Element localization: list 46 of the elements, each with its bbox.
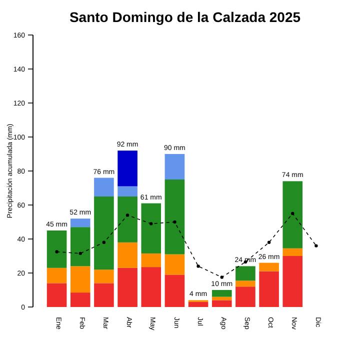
bar: [236, 280, 256, 287]
point: [196, 264, 200, 268]
bar: [282, 181, 303, 248]
bar: [212, 290, 232, 297]
bar: [164, 154, 185, 180]
bar: [70, 218, 90, 228]
bar: [46, 268, 67, 284]
bar: [259, 262, 279, 272]
bar: [70, 292, 90, 307]
point: [173, 220, 176, 224]
bar: [141, 203, 162, 254]
bar: [188, 302, 208, 307]
bar: [259, 271, 279, 307]
bar: [46, 230, 67, 268]
bar: [236, 266, 256, 281]
bar: [118, 242, 138, 268]
bar: [118, 268, 138, 307]
point: [78, 252, 82, 256]
bar: [94, 283, 114, 307]
point: [220, 276, 224, 279]
point: [267, 240, 271, 244]
bar: [164, 180, 185, 254]
bar: [70, 227, 90, 266]
bar: [94, 196, 114, 270]
bar: [118, 186, 138, 196]
bar: [46, 283, 67, 307]
bar: [94, 270, 114, 284]
bar: [70, 266, 90, 293]
bar: [94, 178, 114, 196]
bar: [118, 196, 138, 242]
bar: [282, 256, 303, 307]
point: [102, 240, 106, 244]
bar: [282, 248, 303, 256]
point: [126, 214, 130, 217]
point: [55, 250, 58, 254]
bar: [164, 254, 185, 275]
bar: [236, 286, 256, 307]
point: [314, 244, 318, 248]
bar: [212, 300, 232, 307]
bar: [118, 150, 138, 186]
bar: [141, 267, 162, 307]
point: [150, 222, 153, 226]
bar: [164, 274, 185, 307]
bar: [141, 253, 162, 268]
point: [291, 212, 294, 216]
chart-title: Santo Domingo de la Calzada 2025: [69, 9, 301, 25]
